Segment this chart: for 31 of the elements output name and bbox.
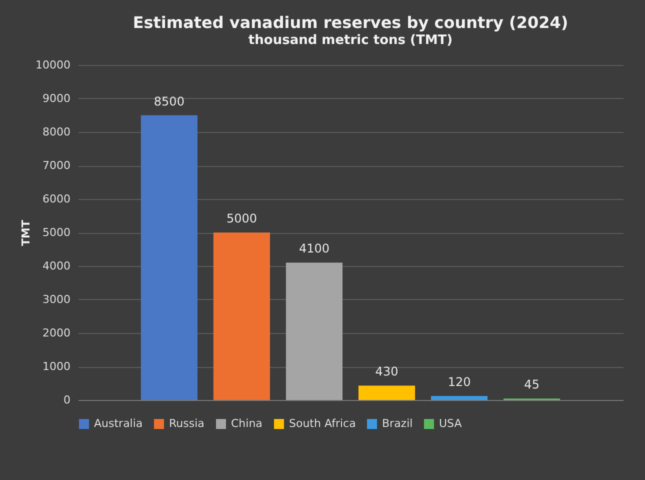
y-tick-label: 10000	[36, 58, 70, 72]
y-tick-label: 0	[64, 394, 70, 406]
legend-label: Russia	[169, 417, 204, 430]
bar	[213, 232, 270, 400]
bar	[286, 262, 343, 400]
data-label: 5000	[226, 212, 257, 226]
bar	[431, 396, 488, 400]
y-tick-label: 6000	[42, 192, 70, 206]
data-label: 4100	[298, 242, 330, 256]
y-tick-label: 1000	[42, 360, 70, 373]
y-tick-label: 2000	[42, 326, 70, 340]
chart-subtitle: thousand metric tons (TMT)	[248, 33, 453, 48]
data-label: 120	[448, 374, 471, 389]
data-label: 8500	[154, 94, 184, 108]
y-tick-label: 9000	[42, 92, 70, 105]
data-label: 45	[524, 377, 540, 392]
y-tick-label: 4000	[42, 260, 70, 272]
y-tick-label: 5000	[42, 226, 70, 239]
data-label: 430	[375, 364, 398, 379]
legend-label: USA	[439, 417, 462, 430]
y-tick-label: 3000	[42, 293, 70, 306]
y-tick-label: 8000	[42, 126, 70, 138]
y-tick-label: 7000	[42, 159, 70, 172]
y-axis-title: TMT	[20, 220, 33, 246]
legend-label: China	[231, 417, 262, 430]
chart-title: Estimated vanadium reserves by country (2024)	[132, 13, 568, 32]
legend-label: South Africa	[289, 417, 356, 430]
bar	[140, 115, 198, 400]
legend-label: Brazil	[382, 417, 413, 430]
legend-label: Australia	[94, 417, 143, 430]
bar	[358, 386, 416, 400]
